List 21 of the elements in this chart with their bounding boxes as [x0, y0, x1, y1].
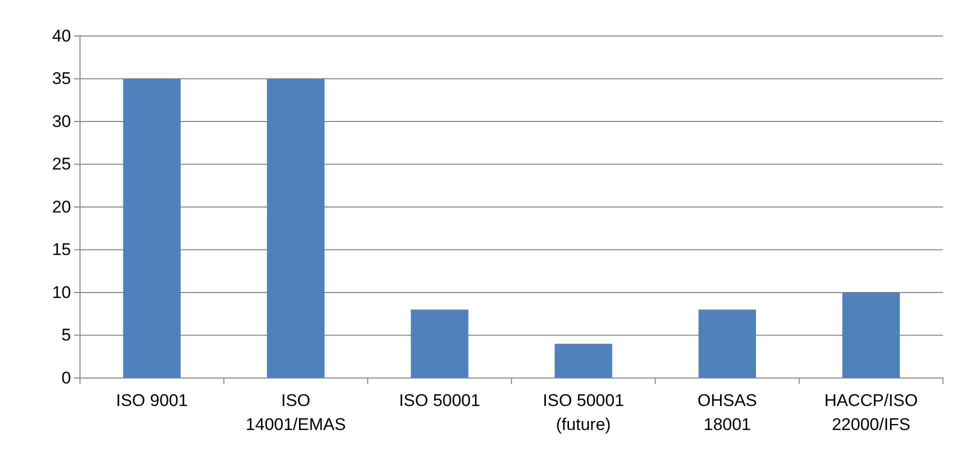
bar — [698, 310, 756, 378]
x-tick-label: ISO 50001 — [398, 391, 480, 410]
bar — [123, 78, 181, 378]
x-tick-label: OHSAS 18001 — [697, 391, 758, 434]
bar — [266, 78, 325, 378]
y-tick-label: 35 — [52, 69, 71, 88]
y-tick-label: 5 — [62, 326, 71, 345]
y-tick-label: 10 — [52, 282, 71, 302]
y-tick-label: 0 — [62, 368, 71, 388]
x-tick-label: ISO 9001 — [116, 391, 188, 410]
y-tick-label: 25 — [52, 154, 71, 174]
y-tick-label: 30 — [52, 112, 71, 131]
bar — [410, 310, 468, 378]
x-tick-label: ISO 50001 (future) — [542, 391, 624, 434]
x-tick-label: ISO 14001/EMAS — [246, 391, 346, 434]
x-tick-label: HACCP/ISO 22000/IFS — [824, 391, 918, 434]
y-tick-label: 40 — [52, 26, 71, 46]
y-tick-label: 20 — [52, 197, 71, 216]
bar — [554, 344, 612, 378]
bar — [842, 292, 900, 378]
y-tick-label: 15 — [52, 240, 71, 260]
